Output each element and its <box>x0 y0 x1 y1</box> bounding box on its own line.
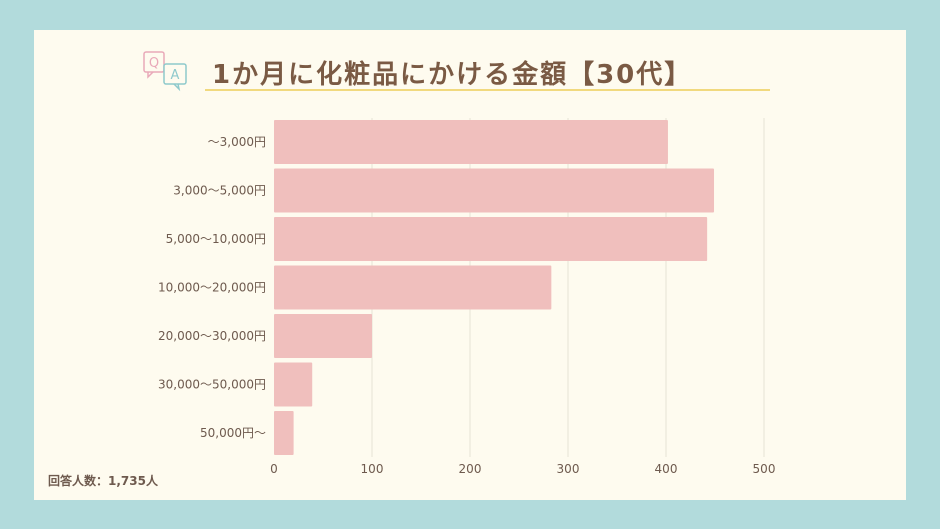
x-tick-label: 200 <box>459 462 482 476</box>
bar <box>274 265 552 310</box>
title-underline <box>205 89 770 91</box>
bar <box>274 217 708 261</box>
bar <box>274 314 372 358</box>
chart-title: 1か月に化粧品にかける金額【30代】 <box>212 60 693 90</box>
y-category-label: 20,000〜30,000円 <box>158 329 266 343</box>
y-category-label: 5,000〜10,000円 <box>166 232 266 246</box>
x-tick-label: 300 <box>557 462 580 476</box>
y-category-label: 10,000〜20,000円 <box>158 281 266 295</box>
y-category-label: 〜3,000円 <box>208 135 266 149</box>
x-tick-label: 500 <box>753 462 776 476</box>
x-tick-label: 0 <box>270 462 278 476</box>
bar <box>274 168 715 213</box>
y-category-label: 30,000〜50,000円 <box>158 378 266 392</box>
bar <box>274 362 313 407</box>
qa-icon-a: A <box>171 68 180 83</box>
respondent-count: 回答人数：1,735人 <box>48 474 158 488</box>
bar <box>274 120 668 164</box>
x-tick-label: 100 <box>361 462 384 476</box>
bar <box>274 411 294 455</box>
y-category-label: 50,000円〜 <box>200 426 266 440</box>
qa-icon: Q A <box>143 51 187 92</box>
x-tick-label: 400 <box>655 462 678 476</box>
qa-icon-q: Q <box>149 56 159 71</box>
y-category-label: 3,000〜5,000円 <box>173 184 266 198</box>
